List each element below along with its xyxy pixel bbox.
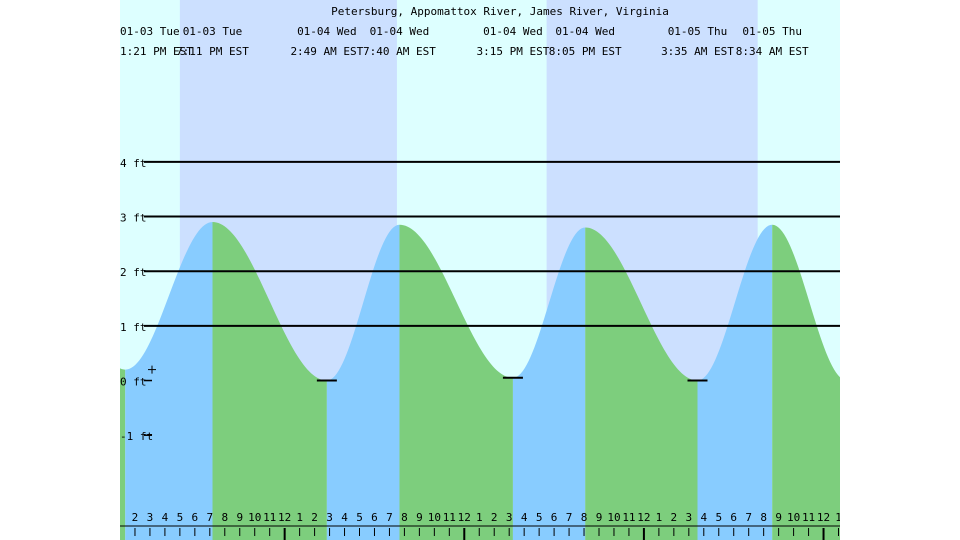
hour-label: 3 [686,511,693,524]
rising-tide-segment [512,227,586,540]
tide-event-time: 1:21 PM EST [120,45,193,58]
falling-tide-segment [585,227,698,540]
hour-label: 6 [192,511,199,524]
y-tick-label: -1 ft [120,430,153,443]
hour-label: 8 [581,511,588,524]
hour-label: 9 [416,511,423,524]
hour-label: 5 [356,511,363,524]
hour-label: 12 [817,511,830,524]
hour-label: 2 [311,511,318,524]
tide-event-date: 01-04 Wed [555,25,615,38]
hour-label: 11 [263,511,276,524]
hour-label: 8 [221,511,228,524]
tide-event-date: 01-05 Thu [668,25,728,38]
hour-label: 9 [236,511,243,524]
hour-label: 7 [566,511,573,524]
hour-label: 10 [607,511,620,524]
tide-event-time: 7:11 PM EST [176,45,249,58]
tide-event-time: 3:35 AM EST [661,45,734,58]
tide-event-date: 01-03 Tue [183,25,243,38]
hour-label: 5 [536,511,543,524]
rising-tide-segment [125,222,213,540]
y-tick-label: 4 ft [120,157,147,170]
y-tick-label: 0 ft [120,376,147,389]
hour-label: 1 [476,511,483,524]
tide-event-time: 8:05 PM EST [549,45,622,58]
tide-event-time: 7:40 AM EST [363,45,436,58]
falling-tide-segment [212,222,327,540]
rising-tide-segment [697,224,773,540]
tide-event-date: 01-04 Wed [483,25,543,38]
hour-label: 4 [521,511,528,524]
tide-event-labels: 01-03 Tue 1:21 PM EST 01-03 Tue 7:11 PM EST… [120,25,809,58]
hour-label: 5 [715,511,722,524]
hour-label: 5 [177,511,184,524]
falling-tide-segment [772,224,840,540]
y-tick-label: 2 ft [120,266,147,279]
hour-label: 7 [207,511,214,524]
hour-label: 8 [760,511,767,524]
hour-label: 2 [671,511,678,524]
hour-label: 3 [506,511,513,524]
hour-label: 6 [730,511,737,524]
falling-tide-segment [120,368,126,540]
tide-event-date: 01-03 Tue [120,25,180,38]
tide-area [120,222,840,540]
hour-label: 11 [802,511,815,524]
hour-label: 9 [596,511,603,524]
hour-label: 3 [326,511,333,524]
y-tick-label: 1 ft [120,321,147,334]
height-axis-labels: 4 ft 3 ft 2 ft 1 ft 0 ft -1 ft [120,157,153,443]
hour-label: 1 [835,511,840,524]
hour-label: 10 [248,511,261,524]
y-tick-label: 3 ft [120,212,147,225]
hour-label: 11 [443,511,456,524]
hour-label: 1 [296,511,303,524]
rising-tide-segment [326,224,400,540]
tide-chart: 4 ft3 ft2 ft1 ft0 ft-1 ft 2 3 4 5 6 7 8 9 10 11 12… [120,0,840,540]
hour-label: 7 [386,511,393,524]
hour-label: 6 [371,511,378,524]
hour-label: 11 [622,511,635,524]
height-gridlines [144,160,840,436]
hour-label: 12 [458,511,471,524]
hour-label: 8 [401,511,408,524]
tide-event-time: 8:34 AM EST [736,45,809,58]
hour-label: 12 [637,511,650,524]
tide-event-time: 2:49 AM EST [290,45,363,58]
hour-label: 4 [341,511,348,524]
hour-label: 3 [147,511,154,524]
hour-label: 10 [787,511,800,524]
falling-tide-segment [399,224,513,540]
hour-axis: 2 3 4 5 6 7 8 9 10 11 12 1 2 3 4 5 6 7 8 9 10 11 12 1 2 3 4 5 6 7 8 9 10… [120,511,840,540]
hour-label: 9 [775,511,782,524]
hour-label: 6 [551,511,558,524]
hour-label: 4 [162,511,169,524]
hour-label: 2 [491,511,498,524]
hour-label: 7 [745,511,752,524]
hour-label: 1 [656,511,663,524]
hour-label: 10 [428,511,441,524]
hour-label: 4 [700,511,707,524]
tide-event-date: 01-05 Thu [742,25,802,38]
tide-event-date: 01-04 Wed [370,25,430,38]
chart-title: Petersburg, Appomattox River, James Rive… [331,5,669,18]
hour-label: 2 [132,511,139,524]
tide-event-date: 01-04 Wed [297,25,357,38]
hour-label: 12 [278,511,291,524]
tide-event-time: 3:15 PM EST [477,45,550,58]
